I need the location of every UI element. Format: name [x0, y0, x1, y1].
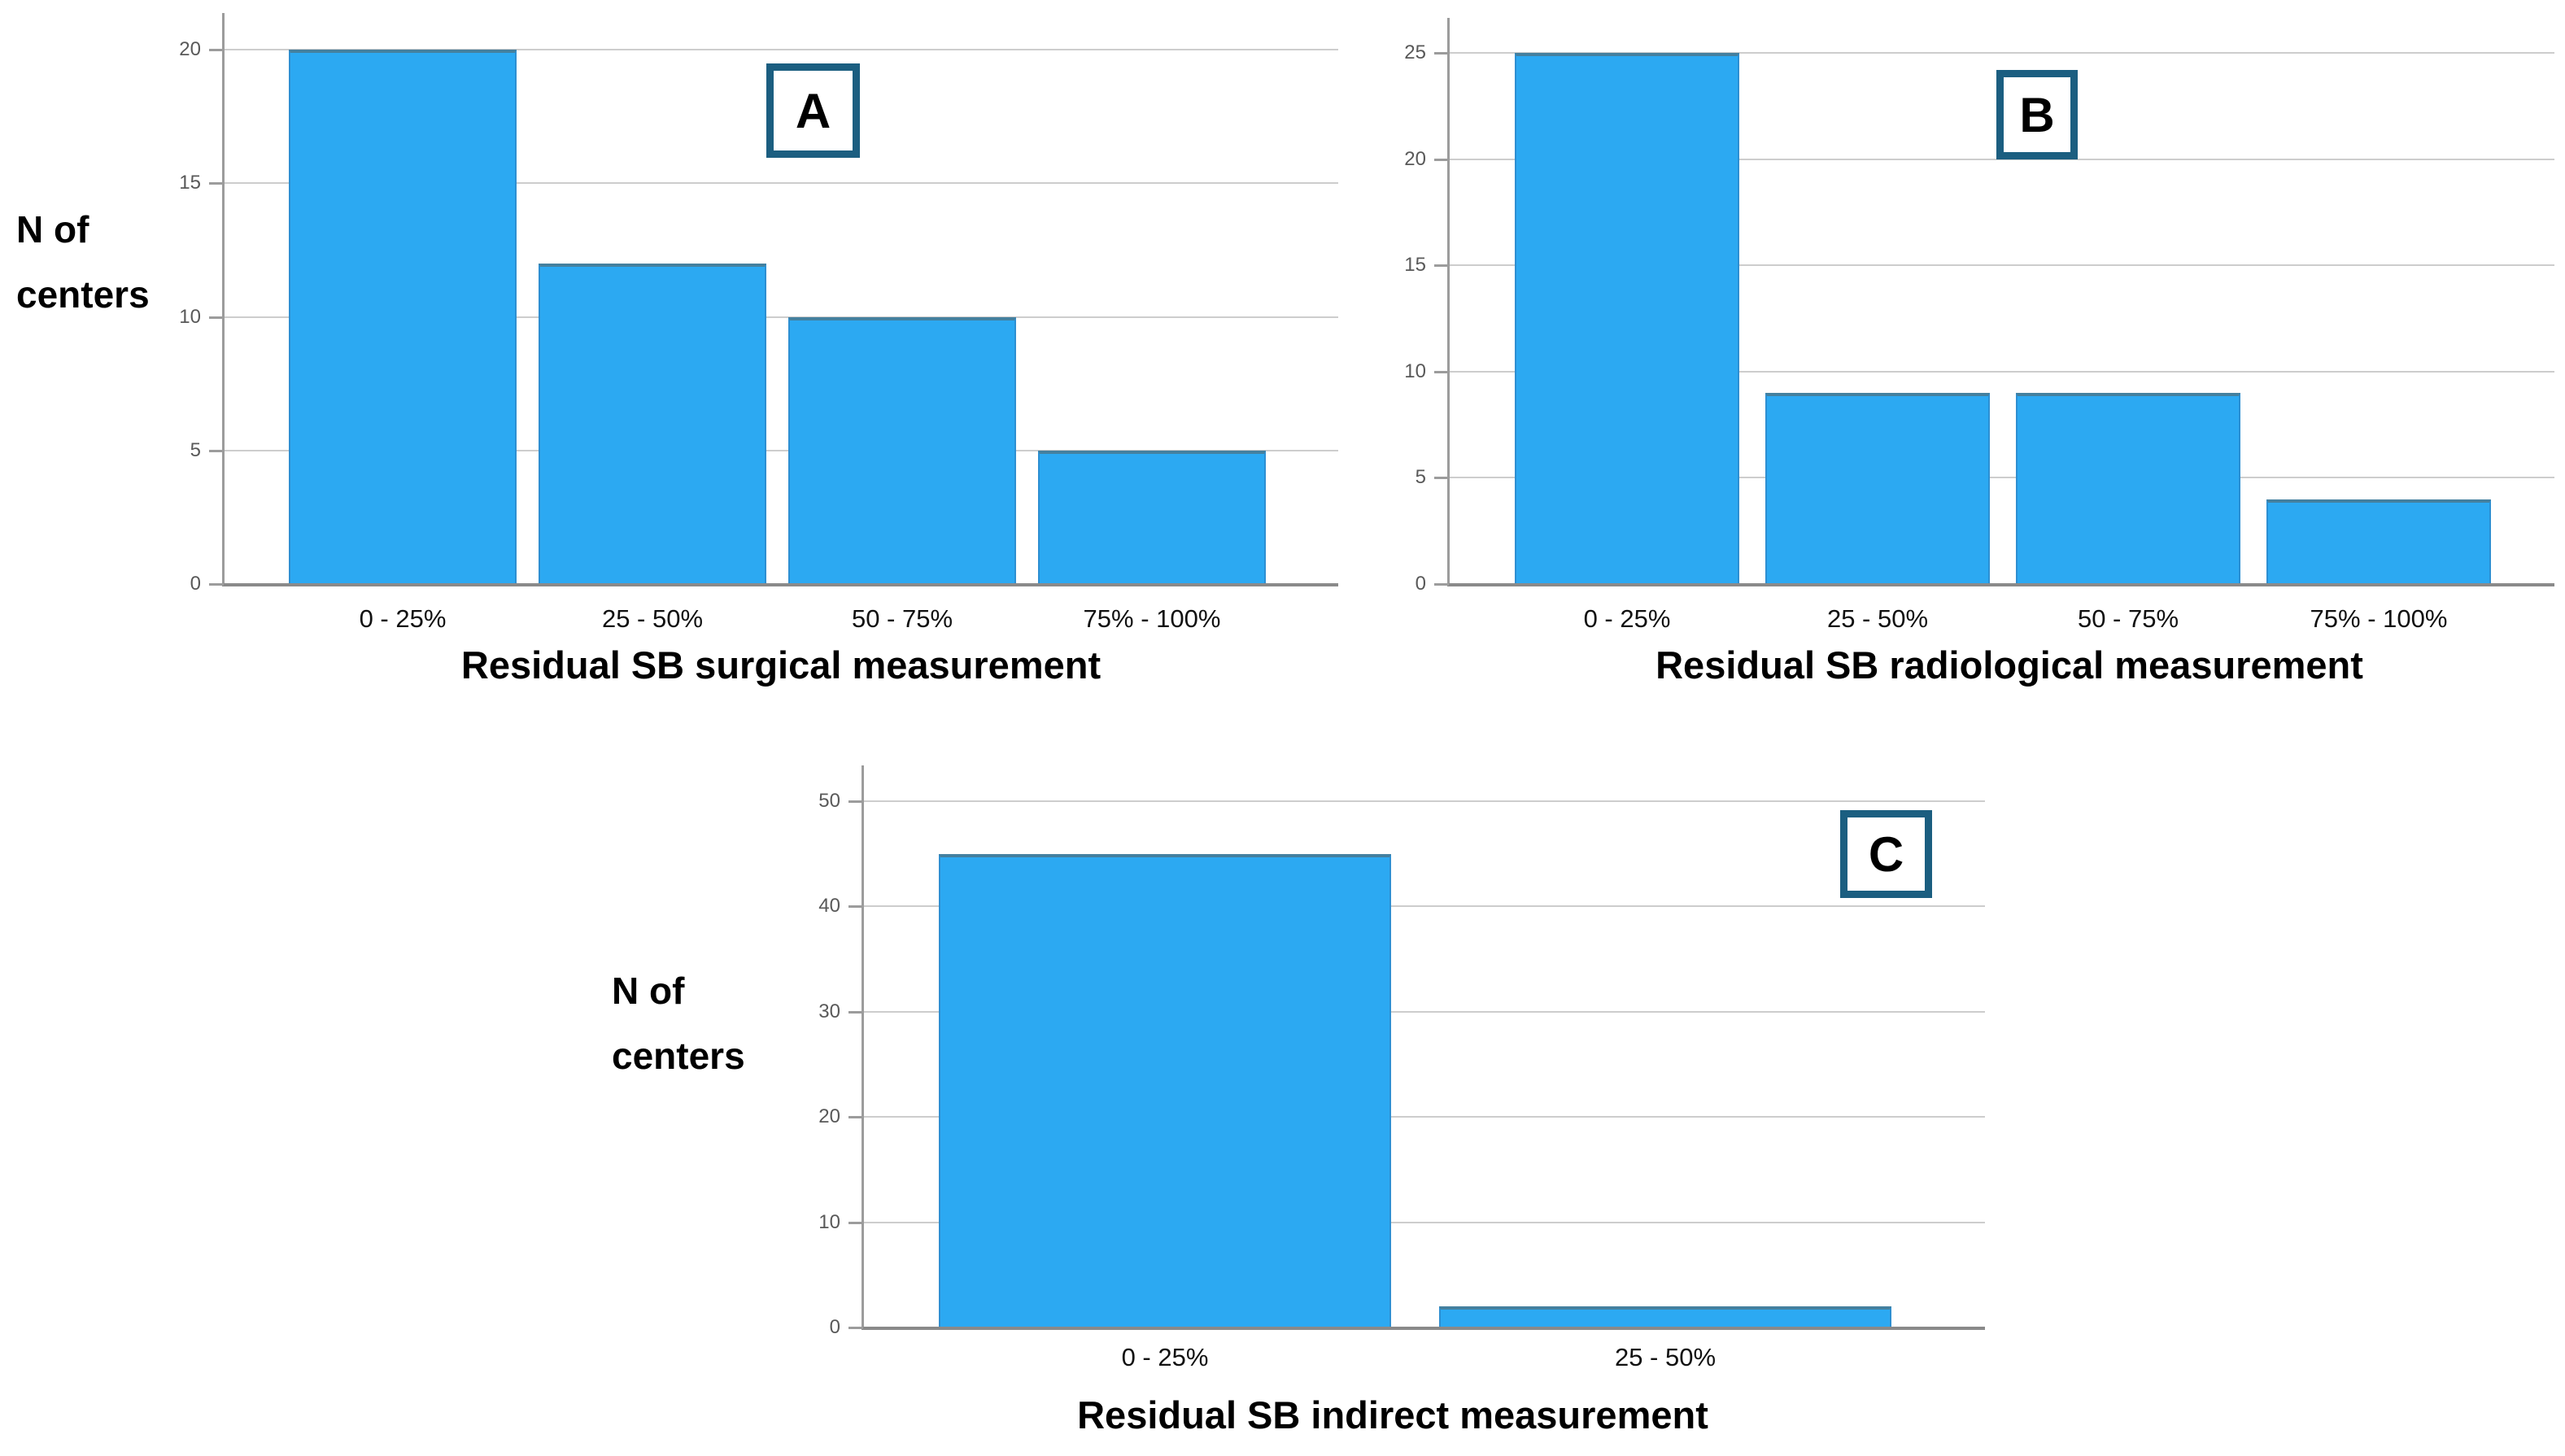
y-tick-label-20: 20	[179, 38, 201, 60]
bar-25 - 50%	[1439, 1306, 1891, 1327]
x-category-label-25 - 50%: 25 - 50%	[601, 604, 704, 633]
y-tick-label-15: 15	[179, 172, 201, 194]
y-tick-label-10: 10	[1404, 360, 1426, 382]
y-tick-mark-5	[209, 449, 224, 452]
gridline-5	[1449, 477, 2554, 479]
x-category-label-0 - 25%: 0 - 25%	[359, 604, 447, 633]
bar-50 - 75%	[2016, 392, 2240, 584]
gridline-15	[1449, 264, 2554, 267]
y-tick-label-20: 20	[1404, 147, 1426, 170]
gridline-10	[863, 1221, 1985, 1223]
y-tick-label-10: 10	[818, 1210, 840, 1233]
bar-50 - 75%	[788, 316, 1016, 584]
x-category-label-0 - 25%: 0 - 25%	[1121, 1343, 1209, 1371]
gridline-50	[863, 800, 1985, 802]
y-tick-mark-15	[209, 182, 224, 185]
y-tick-label-40: 40	[818, 895, 840, 918]
y-axis-label-c: N of centers	[612, 970, 745, 1077]
chart-title-a: Residual SB surgical measurement	[460, 643, 1101, 687]
bar-0 - 25%	[289, 50, 517, 584]
y-tick-label-15: 15	[1404, 254, 1426, 277]
y-axis-line	[222, 13, 225, 584]
y-tick-label-25: 25	[1404, 41, 1426, 63]
y-tick-mark-25	[1434, 52, 1449, 54]
y-tick-label-0: 0	[1415, 573, 1426, 595]
x-category-label-0 - 25%: 0 - 25%	[1583, 604, 1671, 633]
y-tick-mark-15	[1434, 264, 1449, 268]
y-tick-label-20: 20	[818, 1105, 840, 1128]
x-axis-line	[1447, 583, 2554, 586]
x-category-label-25 - 50%: 25 - 50%	[1826, 604, 1929, 633]
x-category-label-50 - 75%: 50 - 75%	[2077, 604, 2179, 633]
bar-0 - 25%	[1515, 53, 1739, 584]
gridline-10	[1449, 370, 2554, 373]
gridline-5	[224, 449, 1338, 451]
x-category-label-75% - 100%: 75% - 100%	[1083, 604, 1221, 633]
bar-0 - 25%	[939, 853, 1391, 1327]
y-axis-line	[862, 765, 864, 1327]
x-axis-line	[862, 1327, 1985, 1330]
y-tick-label-30: 30	[818, 1000, 840, 1022]
y-tick-mark-20	[848, 1116, 863, 1119]
y-tick-label-10: 10	[179, 305, 201, 328]
y-axis-line	[1447, 18, 1450, 584]
y-tick-mark-5	[1434, 477, 1449, 480]
panel-letter-badge-a: A	[766, 63, 860, 158]
y-tick-mark-40	[848, 905, 863, 909]
y-tick-mark-0	[1434, 583, 1449, 586]
chart-title-c: Residual SB indirect measurement	[1077, 1393, 1708, 1436]
bar-25 - 50%	[1765, 392, 1990, 584]
bar-75% - 100%	[1038, 450, 1266, 584]
chart-title-b: Residual SB radiological measurement	[1655, 643, 2363, 687]
gridline-20	[224, 49, 1338, 50]
y-tick-mark-10	[848, 1221, 863, 1224]
x-category-label-25 - 50%: 25 - 50%	[1614, 1343, 1717, 1371]
gridline-20	[863, 1116, 1985, 1118]
y-tick-mark-20	[1434, 158, 1449, 161]
y-tick-label-50: 50	[818, 790, 840, 812]
x-category-label-75% - 100%: 75% - 100%	[2310, 604, 2448, 633]
y-axis-label-a: N of centers	[16, 208, 150, 316]
panel-letter-badge-b: B	[1996, 70, 2078, 159]
y-tick-mark-50	[848, 800, 863, 803]
gridline-15	[224, 182, 1338, 185]
bar-25 - 50%	[539, 263, 766, 584]
y-tick-mark-20	[209, 49, 224, 51]
gridline-30	[863, 1010, 1985, 1013]
x-axis-line	[222, 583, 1338, 586]
y-tick-mark-10	[1434, 370, 1449, 373]
bar-75% - 100%	[2266, 499, 2491, 584]
y-tick-mark-0	[209, 583, 224, 586]
gridline-40	[863, 905, 1985, 908]
x-category-label-50 - 75%: 50 - 75%	[851, 604, 953, 633]
y-tick-mark-10	[209, 316, 224, 319]
gridline-25	[1449, 52, 2554, 54]
y-tick-label-5: 5	[1415, 466, 1426, 489]
y-tick-label-5: 5	[190, 438, 201, 461]
y-tick-mark-0	[848, 1327, 863, 1329]
y-tick-mark-30	[848, 1010, 863, 1014]
y-tick-label-0: 0	[829, 1316, 840, 1338]
gridline-10	[224, 316, 1338, 318]
panel-letter-badge-c: C	[1840, 810, 1932, 898]
y-tick-label-0: 0	[190, 573, 201, 595]
